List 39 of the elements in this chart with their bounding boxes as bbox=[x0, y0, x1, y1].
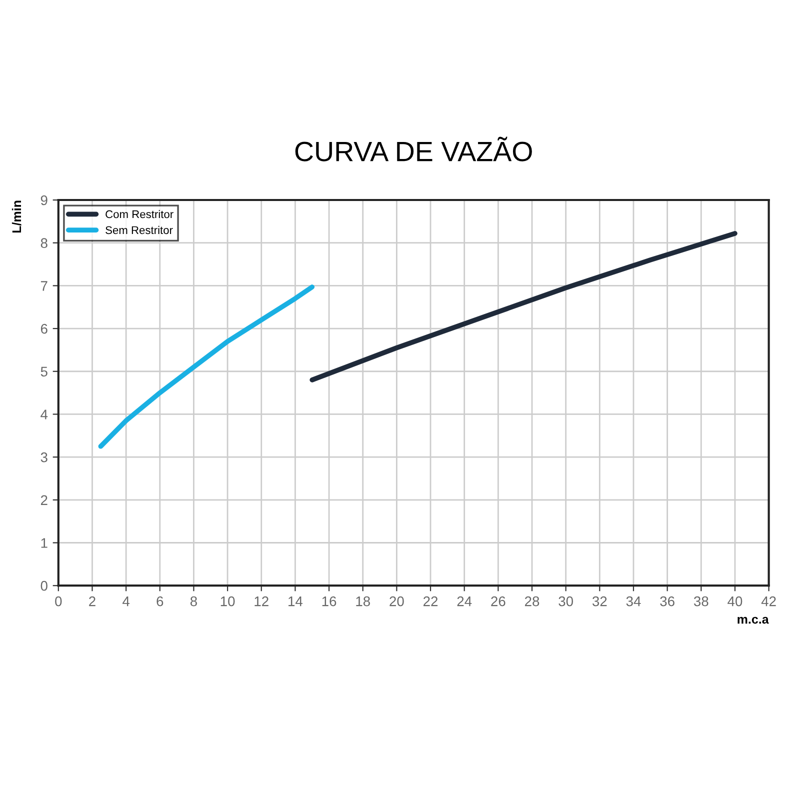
line-series bbox=[98, 284, 315, 449]
x-tick-label: 36 bbox=[660, 596, 674, 606]
x-axis-title: m.c.a bbox=[738, 616, 769, 624]
x-tick-label: 40 bbox=[728, 596, 742, 606]
x-tick-label: 8 bbox=[190, 596, 197, 606]
x-tick-label: 22 bbox=[423, 596, 438, 606]
y-tick-label: 9 bbox=[40, 195, 48, 206]
x-tick-label: 32 bbox=[592, 596, 607, 606]
x-tick-label: 28 bbox=[524, 596, 540, 606]
x-tick-label: 26 bbox=[491, 596, 506, 606]
y-tick-label: 4 bbox=[40, 410, 48, 420]
x-tick-label: 42 bbox=[761, 596, 776, 606]
x-tick-label: 34 bbox=[626, 596, 641, 606]
y-tick-label: 1 bbox=[41, 538, 48, 548]
x-tick-label: 38 bbox=[694, 596, 708, 606]
y-tick-label: 5 bbox=[40, 366, 48, 377]
x-tick-label: 30 bbox=[558, 596, 574, 606]
y-tick-label: 7 bbox=[40, 281, 48, 291]
chart-title: CURVA DE VAZÃO bbox=[295, 136, 532, 162]
legend-label: Com Restritor bbox=[106, 210, 174, 218]
legend-label: Sem Restritor bbox=[106, 226, 173, 234]
x-tick-label: 18 bbox=[356, 596, 370, 606]
y-tick-label: 2 bbox=[40, 495, 48, 505]
x-tick-label: 4 bbox=[122, 596, 130, 606]
y-tick-label: 3 bbox=[40, 452, 48, 462]
y-tick-label: 0 bbox=[40, 580, 48, 591]
x-tick-label: 20 bbox=[390, 596, 404, 606]
x-tick-label: 0 bbox=[55, 596, 62, 606]
x-tick-label: 12 bbox=[254, 596, 268, 606]
x-tick-label: 6 bbox=[156, 596, 164, 606]
x-tick-label: 24 bbox=[457, 596, 472, 606]
y-tick-label: 6 bbox=[40, 324, 48, 334]
x-tick-label: 10 bbox=[220, 596, 235, 606]
x-tick-label: 16 bbox=[322, 596, 336, 606]
x-tick-label: 14 bbox=[288, 596, 303, 606]
line-series bbox=[310, 230, 738, 382]
x-tick-label: 2 bbox=[89, 596, 96, 606]
y-tick-label: 8 bbox=[40, 238, 48, 248]
y-axis-title: L/min bbox=[12, 200, 22, 232]
